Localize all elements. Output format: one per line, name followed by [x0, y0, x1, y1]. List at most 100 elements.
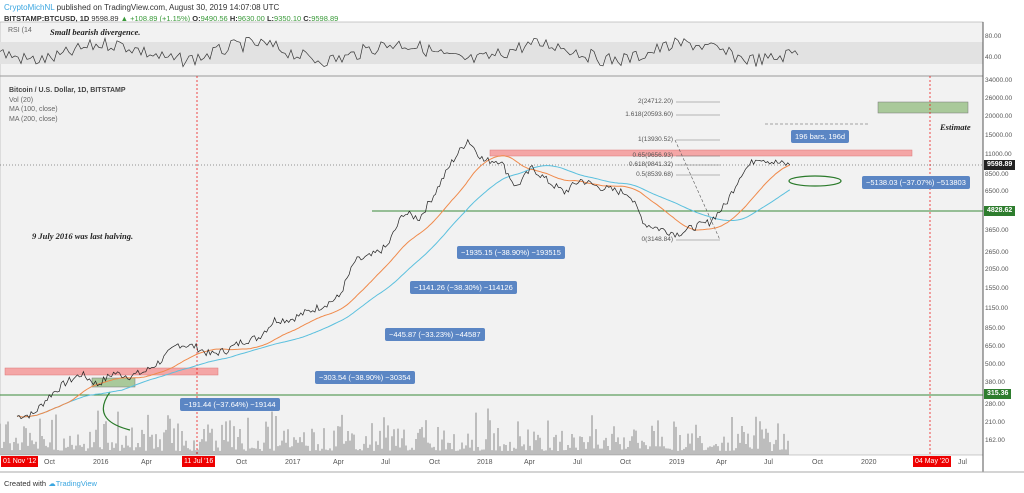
rsi-level-40: 40.00: [985, 54, 1002, 61]
open: 9490.56: [200, 14, 228, 23]
divergence-note: Small bearish divergence.: [50, 27, 141, 37]
time-tick: Jul: [958, 459, 967, 466]
time-tick: Apr: [333, 459, 344, 466]
chart-legend: Bitcoin / U.S. Dollar, 1D, BITSTAMP Vol …: [9, 86, 126, 124]
hand-drawn-arrow: [102, 391, 131, 431]
ma-cross-circle: [788, 175, 842, 187]
legend-ma100[interactable]: MA (100, close): [9, 106, 58, 113]
time-tick: Oct: [429, 459, 440, 466]
rsi-level-80: 80.00: [985, 33, 1002, 40]
time-badge-next-halving: 04 May '20: [913, 456, 952, 467]
fib-label: 0.618(9841.32): [628, 161, 673, 168]
price-tick: 6500.00: [985, 188, 1009, 196]
price-tick: 26000.00: [985, 94, 1013, 102]
close: 9598.89: [311, 14, 339, 23]
price-tick: 8500.00: [985, 171, 1009, 178]
measure-label: −303.54 (−38.90%) −30354: [315, 371, 415, 384]
fib-label: 0.65(9656.93): [632, 152, 673, 159]
rsi-label: RSI (14: [8, 27, 32, 34]
measure-label: −5138.03 (−37.07%) −513803: [862, 176, 970, 189]
resistance-zone-top: [489, 149, 913, 157]
price-tick: 850.00: [985, 325, 1005, 333]
created-with: Created with: [4, 479, 47, 488]
resistance-zone-bottom: [4, 367, 219, 376]
symbol-line: BITSTAMP:BTCUSD, 1D 9598.89 ▲ +108.89 (+…: [4, 14, 338, 23]
measure-label: −191.44 (−37.64%) −19144: [180, 398, 280, 411]
o-label: O:: [192, 14, 201, 23]
chart-bg: [0, 21, 984, 456]
bars-range-label: 196 bars, 196d: [791, 130, 850, 143]
symbol: BITSTAMP:BTCUSD, 1D: [4, 14, 90, 23]
footer: Created with ☁TradingView: [4, 479, 97, 488]
price-tick: 2650.00: [985, 248, 1009, 256]
time-tick: Apr: [716, 459, 727, 466]
time-tick: 2017: [285, 459, 301, 466]
time-tick: Apr: [524, 459, 535, 466]
fib-label: 2(24712.20): [637, 98, 673, 105]
fib-label: 0(3148.84): [641, 236, 673, 243]
price-tick: 500.00: [985, 360, 1005, 368]
rsi-line: [0, 36, 799, 68]
c-label: C:: [303, 14, 312, 23]
time-tick: Jul: [573, 459, 582, 466]
price-tick: 1150.00: [985, 304, 1009, 312]
measure-label: −445.87 (−33.23%) −44587: [385, 328, 485, 341]
price-tick: 11000.00: [985, 151, 1012, 158]
author-link[interactable]: CryptoMichNL: [4, 3, 55, 12]
time-tick: 2019: [669, 459, 685, 466]
time-badge-start: 01 Nov '12: [1, 456, 39, 467]
publish-line: CryptoMichNL published on TradingView.co…: [4, 3, 279, 12]
h-label: H:: [229, 14, 238, 23]
price-tick: 650.00: [985, 343, 1005, 351]
low: 9350.10: [274, 14, 302, 23]
ma100-line: [16, 155, 790, 418]
price-tick: 380.00: [985, 379, 1005, 387]
price-tick: 280.00: [985, 401, 1005, 408]
price-tick: 162.00: [985, 436, 1005, 444]
time-tick: Jul: [381, 459, 390, 466]
high: 9630.00: [237, 14, 265, 23]
estimate-note: Estimate: [940, 122, 971, 132]
price-line: [16, 138, 791, 420]
volume-bars: [0, 408, 789, 455]
price-tick: 15000.00: [985, 131, 1013, 139]
tradingview-logo-icon: ☁: [48, 479, 56, 488]
price-tick: 1550.00: [985, 284, 1009, 292]
price-tick: 2050.00: [985, 265, 1009, 273]
price-tick: 34000.00: [985, 76, 1013, 84]
fib-label: 1(13930.52): [637, 136, 673, 143]
legend-title: Bitcoin / U.S. Dollar, 1D, BITSTAMP: [9, 87, 126, 94]
rsi-band: [0, 42, 983, 64]
time-tick: 2016: [93, 459, 109, 466]
price-tick: 20000.00: [985, 112, 1013, 120]
price-tick: 3650.00: [985, 227, 1009, 235]
support-badge-low: 315.36: [984, 389, 1012, 399]
fib-label: 0.5(8539.68): [636, 171, 673, 178]
measure-label: −1141.26 (−38.30%) −114126: [410, 281, 517, 294]
time-tick: 2020: [861, 459, 877, 466]
time-tick: Oct: [620, 459, 631, 466]
time-badge-halving: 11 Jul '16: [182, 456, 216, 467]
legend-vol[interactable]: Vol (20): [9, 96, 34, 104]
fib-label: 1.618(20593.60): [625, 111, 673, 118]
last-price-badge: 9598.89: [984, 160, 1016, 170]
time-tick: Oct: [812, 459, 823, 466]
price-tick: 210.00: [985, 419, 1005, 427]
time-tick: Oct: [236, 459, 247, 466]
time-tick: Oct: [44, 459, 55, 466]
time-tick: 2018: [477, 459, 493, 466]
measure-label: −1935.15 (−38.90%) −193515: [457, 246, 565, 259]
time-tick: Jul: [764, 459, 773, 466]
change: ▲ +108.89 (+1.15%): [120, 14, 191, 23]
ma200-line: [16, 164, 791, 418]
support-badge-high: 4828.62: [984, 206, 1016, 216]
time-tick: Apr: [141, 459, 152, 466]
tradingview-link[interactable]: TradingView: [55, 479, 97, 488]
halving-note: 9 July 2016 was last halving.: [32, 231, 134, 241]
target-zone: [877, 101, 969, 114]
publish-info: published on TradingView.com, August 30,…: [56, 3, 280, 12]
fib-lines: [676, 101, 720, 241]
legend-ma200[interactable]: MA (200, close): [9, 115, 58, 123]
fib-trend-line: [674, 139, 721, 241]
